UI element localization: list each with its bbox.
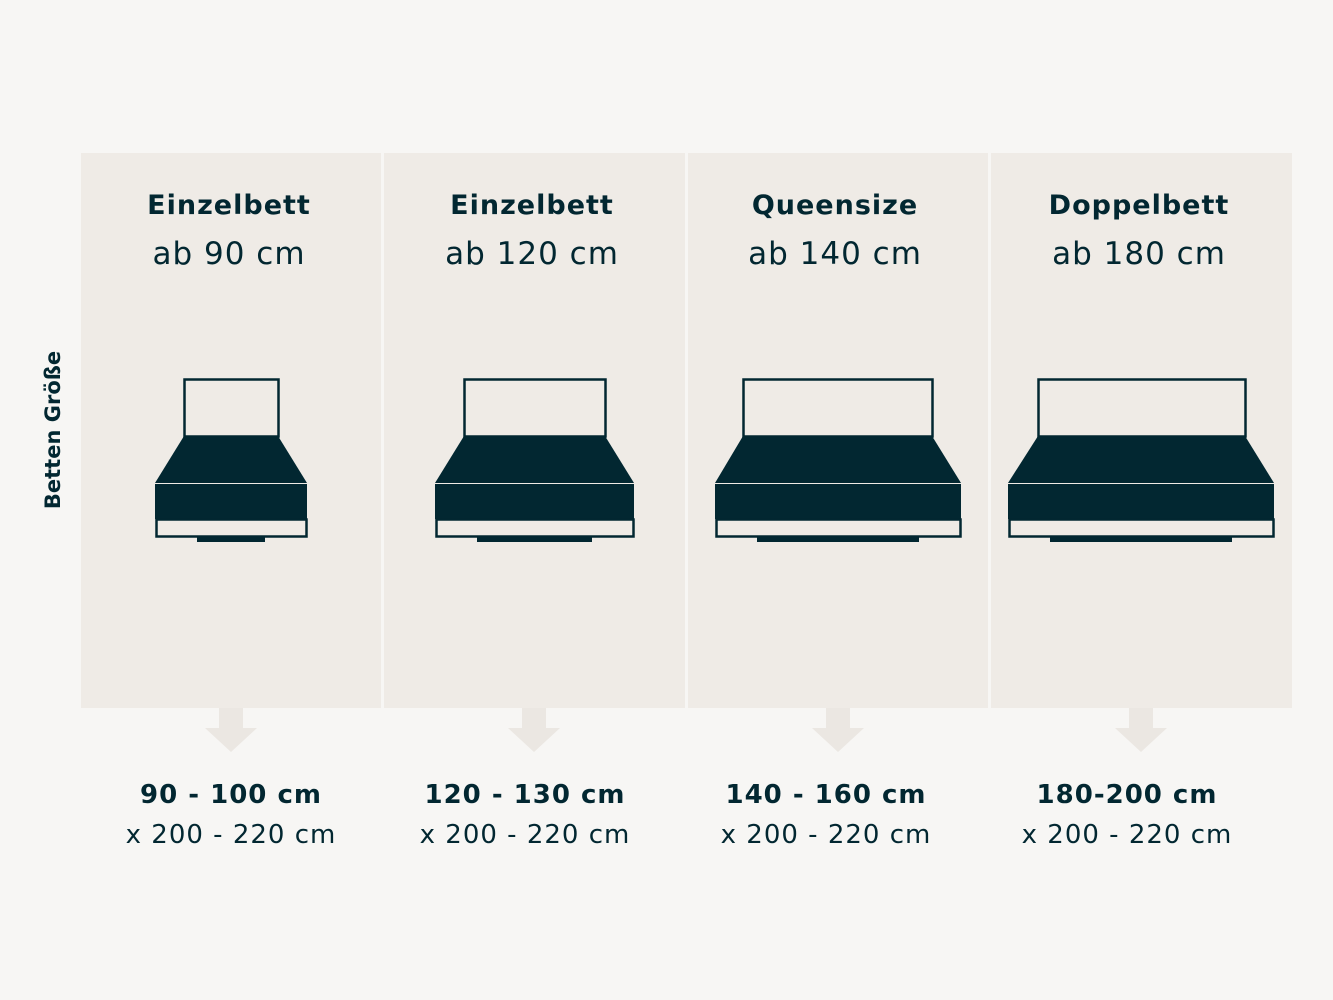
arrow-down-icon [205,708,257,752]
bed-type: Doppelbett [1048,190,1230,221]
length-range: x 200 - 220 cm [720,820,932,850]
bed-panel-2 [384,153,685,708]
bed-min-width: ab 120 cm [445,236,619,272]
length-range: x 200 - 220 cm [125,820,337,850]
width-range: 120 - 130 cm [424,780,626,810]
bed-min-width: ab 180 cm [1052,236,1226,272]
bed-panel-3 [688,153,988,708]
width-range: 180-200 cm [1036,780,1218,810]
bed-icon-3 [715,378,962,542]
bed-icon-4 [1008,378,1275,542]
length-range: x 200 - 220 cm [419,820,631,850]
bed-panel-1 [81,153,381,708]
length-range: x 200 - 220 cm [1021,820,1233,850]
width-range: 140 - 160 cm [725,780,927,810]
bed-min-width: ab 140 cm [748,236,922,272]
bed-type: Einzelbett [450,190,614,221]
bed-panel-4 [991,153,1292,708]
arrow-down-icon [1115,708,1167,752]
bed-type: Einzelbett [147,190,311,221]
bed-type: Queensize [751,190,919,221]
width-range: 90 - 100 cm [140,780,322,810]
bed-icon-2 [435,378,635,542]
arrow-down-icon [812,708,864,752]
bed-min-width: ab 90 cm [152,236,306,272]
arrow-down-icon [508,708,560,752]
bed-icon-1 [155,378,308,542]
